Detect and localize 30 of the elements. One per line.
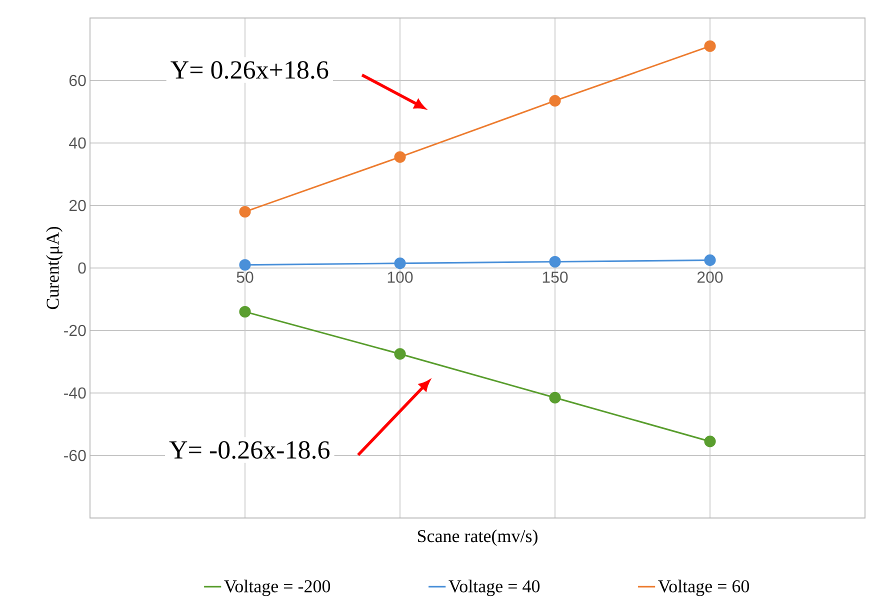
point: [239, 259, 251, 271]
x-tick-label: 150: [542, 272, 568, 284]
point: [394, 258, 406, 270]
point: [394, 348, 406, 360]
point: [549, 392, 561, 404]
point: [704, 254, 716, 266]
y-axis-title: Curent(μA): [46, 227, 62, 310]
point: [704, 40, 716, 52]
x-tick-label: 100: [388, 272, 413, 284]
point: [394, 151, 406, 164]
y-tick-label: -60: [64, 450, 86, 462]
x-tick-label: 50: [236, 272, 254, 284]
point: [549, 256, 561, 268]
y-tick-label: -20: [64, 324, 86, 336]
point: [704, 436, 716, 448]
point: [239, 206, 251, 218]
annotation: Y= 0.26x+18.6: [170, 61, 328, 79]
x-tick-label: 200: [697, 272, 723, 284]
legend-label: Voltage = 40: [448, 580, 540, 596]
legend-label: Voltage = -200: [224, 580, 330, 596]
y-tick-label: 60: [69, 74, 86, 86]
legend-label: Voltage = 60: [658, 580, 750, 596]
y-tick-label: 40: [69, 137, 86, 149]
y-tick-label: 20: [69, 200, 86, 212]
annotation: Y= -0.26x-18.6: [169, 441, 330, 459]
x-axis-title: Scane rate(mv/s): [418, 530, 538, 546]
point: [239, 306, 251, 318]
y-tick-label: 0: [78, 262, 86, 274]
y-tick-label: -40: [64, 387, 86, 399]
point: [549, 95, 561, 107]
